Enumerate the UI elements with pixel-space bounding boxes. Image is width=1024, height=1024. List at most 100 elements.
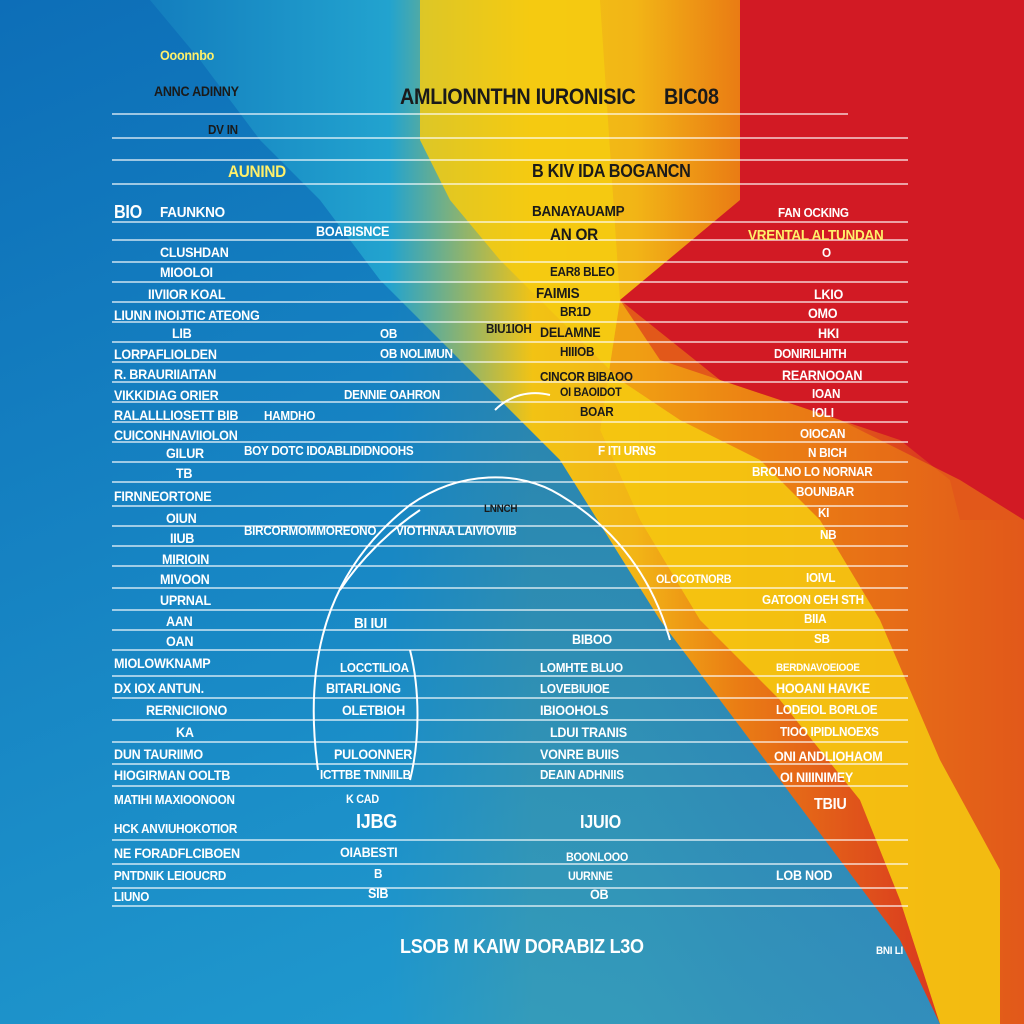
center-row-15: LOCCTILIOA xyxy=(340,660,409,675)
center-row-2: FAIMIS xyxy=(536,285,580,302)
corner-label: BNI LI xyxy=(876,945,903,957)
right-row-19: OLOCOTNORB xyxy=(656,572,732,586)
right-row-18: SB xyxy=(814,631,830,646)
right-row-11: BROLNO LO NORNAR xyxy=(752,464,873,479)
center-row-22: IBIOOHOLS xyxy=(540,702,609,718)
yellow-region xyxy=(420,0,1000,1024)
mid-row-6: BIRCORMOMMOREONO xyxy=(244,523,377,538)
mid-row-1: OB xyxy=(380,326,398,341)
center-row-7: CINCOR BIBAOO xyxy=(540,369,633,384)
center-row-6: HIIIOB xyxy=(560,344,595,359)
red-region xyxy=(620,0,1024,520)
right-row-23: TIOO IPIDLNOEXS xyxy=(780,724,879,739)
left-row-9: RALALLLIOSETT BIB xyxy=(114,407,239,423)
right-row-24: ONI ANDLIOHAOM xyxy=(774,748,883,764)
blue-cyan-region xyxy=(0,0,940,1024)
left-row-8: VIKKIDIAG ORIER xyxy=(114,387,219,403)
left-row-18: UPRNAL xyxy=(160,592,211,608)
right-row-20: BERDNAVOEIOOE xyxy=(776,662,860,674)
left-row-1: CLUSHDAN xyxy=(160,244,229,260)
right-row-7: IOAN xyxy=(812,386,841,401)
right-row-22: LODEIOL BORLOE xyxy=(776,702,878,717)
center-row-13: BI IUI xyxy=(354,615,387,632)
right-row-12: BOUNBAR xyxy=(796,484,854,499)
bottom-mid-c: OIABESTI xyxy=(340,844,398,860)
bottom-right-b: LOB NOD xyxy=(776,867,833,883)
mid-row-4: HAMDHO xyxy=(264,408,316,423)
center-row-16: BITARLIONG xyxy=(326,680,401,696)
right-row-25: OI NIIINIMEY xyxy=(780,769,854,785)
left-row-30: PNTDNIK LEIOUCRD xyxy=(114,868,227,883)
bottom-mid-e: SIB xyxy=(368,885,389,901)
right-row-8: IOLI xyxy=(812,405,834,420)
bottom-mid-a: K CAD xyxy=(346,792,379,806)
left-row-25: DUN TAURIIMO xyxy=(114,746,203,762)
center-row-12: VIOTHNAA LAIVIOVIIB xyxy=(396,523,517,538)
left-row-16: MIRIOIN xyxy=(162,551,210,567)
right-row-9: OIOCAN xyxy=(800,426,846,441)
left-row-31: LIUNO xyxy=(114,889,150,904)
right-row-14: NB xyxy=(820,527,837,542)
left-row-19: AAN xyxy=(166,613,193,629)
mid-row-5: BOY DOTC IDOABLIDIDNOOHS xyxy=(244,443,414,458)
left-row-20: OAN xyxy=(166,633,194,649)
center-row-25: DEAIN ADHNIIS xyxy=(540,767,624,782)
left-row-24: KA xyxy=(176,724,194,740)
left-row-22: DX IOX ANTUN. xyxy=(114,680,204,696)
left-row-21: MIOLOWKNAMP xyxy=(114,655,211,671)
center-head-a: BANAYAUAMP xyxy=(532,203,625,220)
top-left-label: ANNC ADINNY xyxy=(154,83,239,99)
mid-head-a: BOABISNCE xyxy=(316,223,390,239)
right-row-2: LKIO xyxy=(814,286,844,302)
left-row-14: OIUN xyxy=(166,510,197,526)
center-row-24: VONRE BUIIS xyxy=(540,746,619,762)
mid-row-2: OB NOLIMUN xyxy=(380,346,453,361)
right-row-4: HKI xyxy=(818,325,839,341)
left-row-5: LIB xyxy=(172,325,192,341)
sub-left-label: DV IN xyxy=(208,122,238,137)
section-left-label: AUNIND xyxy=(228,162,286,181)
arc-decorations xyxy=(312,392,671,781)
center-row-20: LOMHTE BLUO xyxy=(540,660,623,675)
left-row-15: IIUB xyxy=(170,530,195,546)
bottom-center-c: UURNNE xyxy=(568,869,613,883)
left-row-3: IIVIIOR KOAL xyxy=(148,286,226,302)
left-row-12: TB xyxy=(176,465,193,481)
footer-title: LSOB M KAIW DORABIZ L3O xyxy=(400,936,644,958)
center-row-3: BR1D xyxy=(560,304,591,319)
bottom-center-d: OB xyxy=(590,886,609,902)
center-row-10: F ITI URNS xyxy=(598,443,656,458)
right-row-15: IOIVL xyxy=(806,570,836,585)
page-title: AMLIONNTHN IURONISIC xyxy=(400,84,636,109)
right-head-b: VRENTAL ALTUNDAN xyxy=(748,227,884,244)
right-row-6: REARNOOAN xyxy=(782,367,863,383)
center-row-23: LDUI TRANIS xyxy=(550,724,627,740)
bottom-mid-d: B xyxy=(374,866,383,881)
left-row-27: MATIHI MAXIOONOON xyxy=(114,792,235,807)
bottom-mid-b: IJBG xyxy=(356,811,397,833)
right-row-21: HOOANI HAVKE xyxy=(776,680,870,696)
center-row-17: OLETBIOH xyxy=(342,702,405,718)
left-row-2: MIOOLOI xyxy=(160,264,213,280)
sub-center-heading: B KIV IDA BOGANCN xyxy=(532,161,691,181)
center-row-21: LOVEBIUIOE xyxy=(540,681,610,696)
left-row-7: R. BRAURIIAITAN xyxy=(114,366,217,382)
right-row-17: BIIA xyxy=(804,611,827,626)
right-row-13: KI xyxy=(818,505,830,520)
center-row-9: BOAR xyxy=(580,404,614,419)
right-head-a: FAN OCKING xyxy=(778,205,849,220)
center-row-1: EAR8 BLEO xyxy=(550,264,615,279)
left-row-29: NE FORADFLCIBOEN xyxy=(114,845,240,861)
bottom-center-b: BOONLOOO xyxy=(566,850,629,864)
left-row-11: GILUR xyxy=(166,445,204,461)
center-row-11: LNNCH xyxy=(484,503,518,515)
left-head-a: BIO xyxy=(114,202,142,222)
left-row-13: FIRNNEORTONE xyxy=(114,488,212,504)
center-row-4: BIU1IOH xyxy=(486,321,532,336)
left-row-17: MIVOON xyxy=(160,571,210,587)
center-head-b: AN OR xyxy=(550,225,598,244)
right-row-1: O xyxy=(822,245,831,260)
left-row-28: HCK ANVIUHOKOTIOR xyxy=(114,821,238,836)
